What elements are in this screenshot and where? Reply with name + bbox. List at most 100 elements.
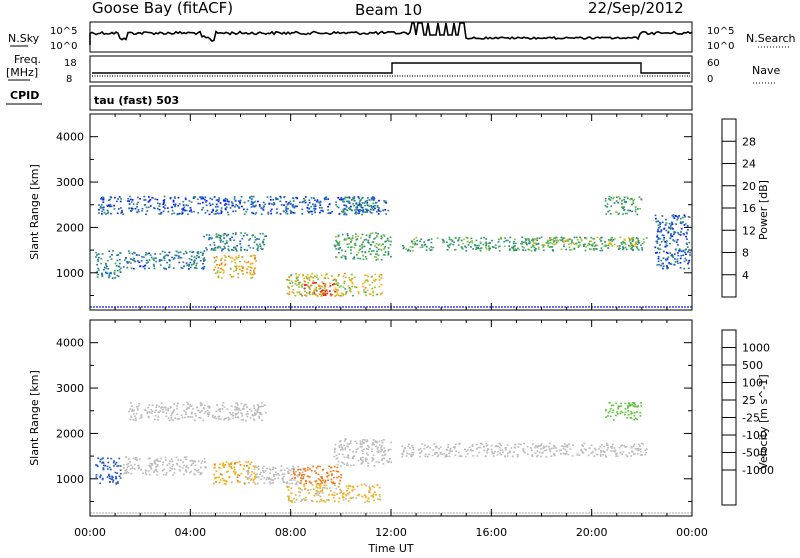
- echo-cell: [131, 410, 133, 412]
- echo-cell: [126, 471, 128, 473]
- echo-cell: [387, 239, 389, 241]
- echo-cell: [479, 247, 481, 250]
- echo-cell: [180, 267, 183, 269]
- echo-cell: [376, 253, 378, 255]
- echo-cell: [175, 407, 178, 410]
- echo-cell: [633, 412, 636, 414]
- echo-cell: [389, 457, 391, 460]
- echo-cell: [610, 450, 613, 452]
- echo-cell: [659, 248, 662, 251]
- echo-cell: [297, 468, 299, 471]
- echo-cell: [448, 244, 451, 246]
- echo-cell: [325, 198, 327, 201]
- echo-cell: [378, 243, 381, 245]
- echo-cell: [363, 239, 366, 241]
- echo-cell: [409, 250, 412, 252]
- echo-cell: [262, 201, 265, 204]
- echo-cell: [367, 239, 370, 242]
- echo-cell: [203, 458, 206, 460]
- echo-cell: [337, 275, 340, 277]
- echo-cell: [270, 203, 273, 205]
- x-tick-label: 04:00: [174, 526, 206, 539]
- echo-cell: [376, 205, 379, 207]
- echo-cell: [252, 234, 254, 236]
- echo-cell: [464, 448, 466, 451]
- echo-cell: [384, 251, 387, 253]
- echo-cell: [177, 251, 180, 254]
- echo-cell: [314, 493, 317, 495]
- echo-cell: [580, 448, 583, 451]
- echo-cell: [321, 477, 323, 480]
- echo-cell: [139, 198, 141, 200]
- echo-cell: [345, 206, 348, 208]
- echo-cell: [225, 198, 228, 201]
- echo-cell: [339, 295, 342, 297]
- echo-cell: [333, 449, 336, 451]
- echo-cell: [585, 449, 587, 451]
- echo-cell: [624, 212, 627, 215]
- echo-cell: [384, 201, 387, 204]
- echo-cell: [321, 281, 324, 284]
- echo-cell: [357, 196, 360, 198]
- echo-cell: [340, 197, 343, 199]
- echo-cell: [531, 455, 534, 457]
- echo-cell: [177, 204, 180, 207]
- echo-cell: [292, 289, 295, 291]
- echo-cell: [613, 447, 616, 449]
- echo-cell: [497, 450, 499, 453]
- echo-cell: [341, 453, 344, 456]
- echo-cell: [101, 273, 104, 276]
- echo-cell: [329, 293, 332, 296]
- echo-cell: [370, 197, 373, 199]
- x-tick-label: 00:00: [676, 526, 708, 539]
- echo-cell: [188, 268, 190, 270]
- echo-cell: [176, 413, 179, 416]
- echo-cell: [234, 233, 237, 236]
- echo-cell: [352, 294, 354, 297]
- echo-cell: [237, 256, 240, 258]
- echo-cell: [113, 208, 116, 210]
- echo-region: [604, 401, 643, 421]
- echo-cell: [312, 203, 314, 206]
- echo-cell: [632, 202, 635, 204]
- echo-cell: [237, 474, 239, 476]
- echo-cell: [587, 454, 590, 457]
- echo-cell: [621, 200, 623, 203]
- echo-cell: [504, 455, 506, 458]
- echo-cell: [224, 483, 227, 485]
- echo-cell: [351, 209, 353, 212]
- echo-cell: [224, 263, 227, 266]
- echo-cell: [237, 481, 240, 483]
- echo-cell: [187, 213, 189, 216]
- echo-cell: [292, 197, 295, 200]
- echo-cell: [629, 241, 632, 244]
- echo-cell: [243, 201, 246, 204]
- echo-cell: [260, 213, 263, 215]
- echo-cell: [620, 402, 622, 405]
- echo-cell: [324, 501, 327, 503]
- echo-cell: [319, 485, 322, 487]
- echo-cell: [359, 210, 361, 212]
- echo-cell: [336, 289, 339, 292]
- echo-cell: [266, 467, 269, 470]
- echo-cell: [542, 249, 545, 252]
- echo-cell: [301, 283, 304, 286]
- echo-cell: [257, 482, 259, 485]
- echo-cell: [200, 410, 202, 413]
- echo-cell: [335, 248, 338, 250]
- echo-cell: [329, 470, 332, 473]
- echo-cell: [287, 489, 290, 491]
- echo-cell: [256, 409, 259, 411]
- echo-cell: [95, 476, 98, 478]
- echo-cell: [359, 199, 362, 201]
- echo-cell: [338, 453, 341, 455]
- echo-cell: [308, 480, 311, 483]
- echo-cell: [360, 458, 362, 461]
- echo-cell: [203, 235, 205, 238]
- echo-cell: [215, 210, 217, 213]
- echo-cell: [286, 285, 289, 288]
- echo-cell: [245, 261, 248, 264]
- echo-cell: [434, 453, 436, 455]
- echo-cell: [119, 267, 122, 269]
